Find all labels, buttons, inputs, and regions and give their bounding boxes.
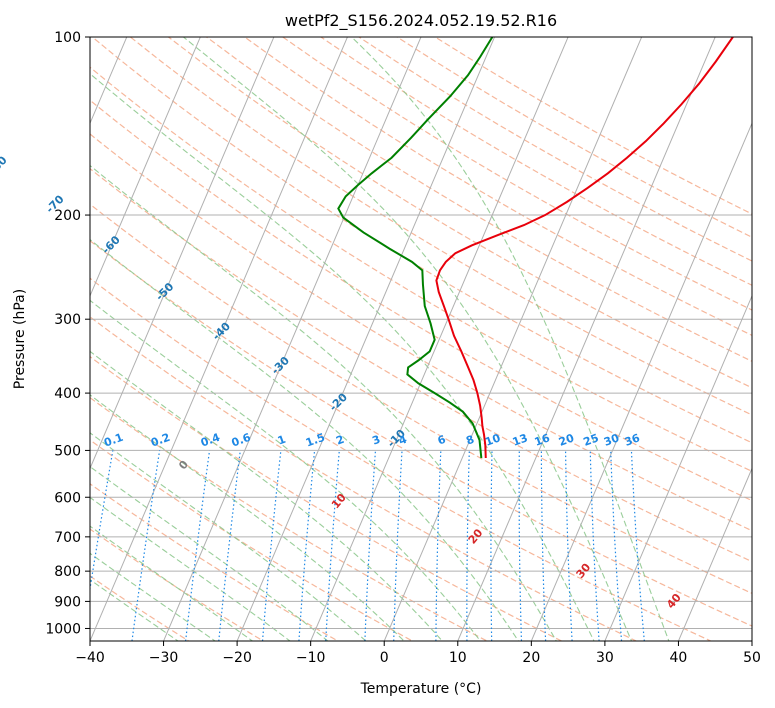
moist-adiabat-line bbox=[90, 238, 520, 641]
x-tick-label: 40 bbox=[670, 650, 688, 666]
dry-adiabat-line bbox=[205, 37, 752, 362]
mixing-ratio-value-label: 30 bbox=[602, 431, 621, 449]
y-tick-label: 700 bbox=[54, 530, 81, 546]
mixing-ratio-line bbox=[540, 450, 547, 641]
mixing-ratio-line bbox=[490, 450, 493, 641]
dry-adiabat-line bbox=[90, 277, 713, 641]
dewpoint-line bbox=[337, 37, 494, 459]
mixing-ratio-line bbox=[298, 450, 316, 641]
isotherm-line bbox=[604, 294, 752, 641]
moist-adiabat-line bbox=[183, 37, 633, 641]
mixing-ratio-value-label: 1.5 bbox=[304, 431, 327, 450]
isotherm-line bbox=[310, 37, 569, 641]
mixing-ratio-value-label: 4 bbox=[397, 433, 409, 448]
mixing-ratio-value-label: 0.6 bbox=[230, 431, 253, 450]
mixing-ratio-value-label: 36 bbox=[623, 431, 642, 449]
dry-adiabat-line bbox=[90, 396, 489, 641]
mixing-ratio-value-label: 10 bbox=[483, 431, 502, 449]
x-tick-label: 50 bbox=[743, 650, 761, 666]
x-tick-label: 10 bbox=[449, 650, 467, 666]
isotherm-line bbox=[677, 467, 752, 641]
mixing-ratio-line bbox=[393, 450, 403, 641]
x-tick-label: −10 bbox=[296, 650, 326, 666]
moist-adiabat-line bbox=[90, 552, 217, 641]
mixing-ratio-value-label: 0.1 bbox=[102, 431, 125, 450]
isotherm-value-label: -80 bbox=[0, 153, 10, 176]
dry-adiabat-line bbox=[90, 483, 340, 641]
mixing-ratio-value-label: 16 bbox=[533, 431, 552, 449]
mixing-ratio-value-label: 8 bbox=[464, 433, 476, 448]
isotherm-line bbox=[90, 37, 275, 470]
x-axis-ticks: −40 −30 −20 −10 0 10 20 30 40 50 bbox=[75, 641, 761, 666]
temperature-line bbox=[435, 37, 734, 459]
dry-adiabat-line bbox=[90, 355, 563, 641]
y-tick-label: 600 bbox=[54, 490, 81, 506]
x-axis-label: Temperature (°C) bbox=[360, 681, 482, 697]
y-tick-label: 400 bbox=[54, 386, 81, 402]
isotherm-line bbox=[163, 37, 422, 641]
mixing-ratio-line bbox=[218, 450, 241, 641]
isotherm-line bbox=[90, 37, 348, 641]
dry-adiabat-line bbox=[90, 240, 752, 627]
moist-adiabat-line bbox=[90, 525, 254, 641]
isotherm-line bbox=[530, 122, 752, 641]
x-tick-label: −30 bbox=[149, 650, 179, 666]
y-tick-label: 500 bbox=[54, 443, 81, 459]
y-tick-label: 100 bbox=[54, 30, 81, 46]
x-tick-label: 0 bbox=[380, 650, 389, 666]
dry-adiabat-line bbox=[319, 37, 752, 286]
mixing-ratio-line bbox=[589, 450, 600, 641]
y-axis-ticks: 100 200 300 400 500 600 700 800 900 1000 bbox=[45, 30, 90, 637]
isotherm-line bbox=[236, 37, 496, 641]
isotherm-line bbox=[457, 37, 716, 641]
dry-adiabat-line bbox=[90, 528, 265, 641]
mixing-ratio-line bbox=[261, 450, 282, 641]
series-lines bbox=[337, 37, 734, 459]
y-tick-label: 200 bbox=[54, 208, 81, 224]
chart-title: wetPf2_S156.2024.052.19.52.R16 bbox=[285, 11, 557, 31]
mixing-ratio-value-label: 3 bbox=[370, 433, 382, 448]
x-tick-label: −20 bbox=[222, 650, 252, 666]
mixing-ratio-line bbox=[185, 450, 211, 641]
mixing-ratio-value-label: 1 bbox=[276, 433, 288, 448]
dry-adiabat-line bbox=[90, 439, 414, 641]
background-lines bbox=[90, 37, 752, 641]
mixing-ratio-value-label: 20 bbox=[557, 431, 576, 449]
y-axis-label: Pressure (hPa) bbox=[12, 289, 28, 389]
plot-frame bbox=[89, 36, 753, 642]
isotherm-line bbox=[90, 37, 201, 298]
mixing-ratio-line bbox=[564, 450, 573, 641]
y-tick-label: 1000 bbox=[45, 621, 81, 637]
mixing-ratio-line bbox=[325, 450, 340, 641]
mixing-ratio-line bbox=[435, 450, 442, 641]
mixing-ratio-value-label: 0.4 bbox=[199, 431, 222, 450]
moist-adiabat-line bbox=[90, 578, 179, 641]
dry-adiabat-line bbox=[90, 203, 752, 595]
mixing-ratio-line bbox=[610, 450, 623, 641]
mixing-ratio-value-label: 13 bbox=[511, 431, 530, 448]
y-tick-label: 300 bbox=[54, 312, 81, 328]
isotherm-line bbox=[90, 37, 128, 125]
x-tick-label: −40 bbox=[75, 650, 105, 666]
isotherm-line bbox=[383, 37, 643, 641]
mixing-ratio-value-label: 25 bbox=[582, 431, 601, 448]
y-tick-label: 800 bbox=[54, 564, 81, 580]
mixing-ratio-line bbox=[630, 450, 645, 641]
mixing-ratio-line bbox=[131, 450, 161, 641]
mixing-ratio-line bbox=[518, 450, 523, 641]
mixing-ratio-value-label: 0.2 bbox=[149, 431, 172, 450]
mixing-ratio-value-label: 2 bbox=[334, 433, 346, 448]
dry-adiabat-line bbox=[91, 37, 752, 444]
mixing-ratio-value-label: 6 bbox=[436, 433, 448, 448]
y-tick-label: 900 bbox=[54, 594, 81, 610]
dry-adiabat-line bbox=[281, 37, 752, 311]
mixing-ratio-line bbox=[364, 450, 377, 641]
dry-adiabat-line bbox=[129, 37, 752, 416]
x-tick-label: 30 bbox=[596, 650, 614, 666]
mixing-ratio-line bbox=[466, 450, 470, 641]
x-tick-label: 20 bbox=[522, 650, 540, 666]
